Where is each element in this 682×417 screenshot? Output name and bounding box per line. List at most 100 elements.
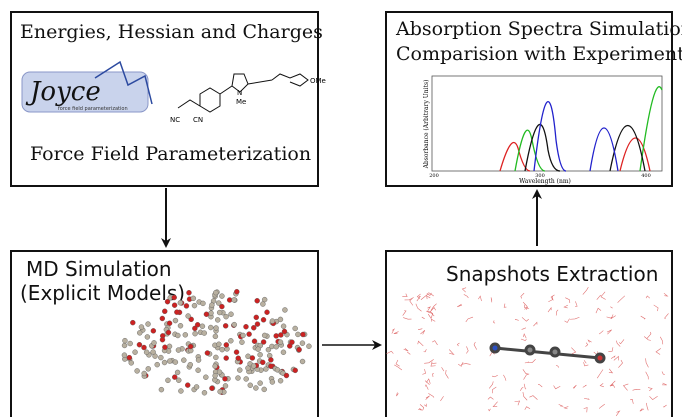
solvent-molecule	[646, 331, 652, 340]
solvent-molecule	[564, 318, 570, 323]
solvent-molecule	[445, 369, 449, 379]
solvent-molecule	[386, 350, 394, 355]
atom	[195, 357, 202, 363]
atom	[165, 329, 172, 336]
molecule-label: N	[237, 89, 242, 97]
solvent-molecule	[522, 301, 528, 310]
atom	[273, 333, 279, 339]
solvent-molecule	[426, 310, 431, 314]
atom	[190, 295, 197, 302]
solvent-molecule	[608, 368, 614, 374]
solvent-molecule	[478, 295, 482, 302]
atom	[247, 382, 253, 388]
atom	[255, 346, 261, 352]
atom	[122, 337, 128, 344]
solvent-molecule	[548, 296, 554, 302]
atom	[171, 294, 177, 301]
atom	[177, 300, 184, 306]
solvent-molecule	[608, 347, 614, 352]
atom	[223, 355, 229, 361]
panel-title: Snapshots Extraction	[446, 262, 658, 286]
solvent-molecule	[441, 367, 445, 372]
atom	[254, 298, 260, 304]
solvent-molecule	[523, 333, 527, 339]
solvent-molecule	[492, 386, 497, 394]
solvent-molecule	[432, 340, 438, 346]
solvent-molecule	[663, 404, 667, 408]
solvent-molecule	[417, 340, 424, 347]
atom	[260, 359, 266, 366]
atom	[280, 349, 287, 355]
solvent-molecule	[419, 404, 425, 411]
atom	[260, 301, 266, 307]
solvent-molecule	[427, 306, 432, 311]
atom	[260, 339, 267, 345]
solvent-molecule	[598, 330, 604, 335]
solvent-molecule	[427, 313, 434, 320]
atom	[201, 330, 207, 336]
atom	[217, 388, 223, 395]
solvent-molecule	[645, 358, 649, 368]
atom	[167, 358, 173, 364]
solvent-molecule	[661, 371, 665, 375]
molecule-label: CN	[193, 116, 203, 124]
solvent-molecule	[514, 400, 521, 406]
atom	[216, 369, 223, 375]
atom	[162, 344, 168, 350]
solvent-molecule	[422, 369, 426, 375]
solvent-molecule	[491, 375, 498, 378]
solvent-molecule	[430, 303, 437, 311]
atom	[200, 300, 206, 307]
atom	[231, 297, 237, 303]
logo-line	[94, 60, 153, 105]
atom	[171, 302, 178, 308]
solvent-molecule	[555, 365, 560, 368]
atom	[188, 316, 194, 323]
atom	[261, 332, 268, 339]
atom	[151, 340, 157, 346]
molecule-label: Me	[236, 98, 246, 106]
solvent-molecule	[430, 361, 436, 367]
atom	[208, 324, 214, 331]
atom	[145, 321, 151, 327]
solvent-molecule	[402, 293, 408, 297]
panel-caption: Force Field Parameterization	[30, 143, 311, 165]
solvent-molecule	[655, 348, 662, 355]
atom	[176, 377, 182, 383]
atom	[257, 380, 263, 386]
solvent-molecule	[503, 303, 507, 308]
solvent-molecule	[622, 383, 629, 391]
molecule-label: NC	[170, 116, 180, 124]
solvent-molecule	[555, 309, 559, 316]
solvent-molecule	[662, 382, 667, 386]
atom	[295, 331, 301, 338]
solvent-molecule	[428, 292, 434, 297]
solvent-molecule	[523, 373, 530, 380]
panel-title: Comparision with Experiments	[396, 43, 682, 65]
atom	[121, 352, 128, 358]
atom	[186, 290, 192, 296]
solvent-molecule	[488, 408, 491, 412]
atom	[144, 334, 151, 340]
atom	[228, 311, 234, 317]
atom	[175, 332, 181, 339]
atom	[253, 385, 259, 391]
solvent-molecule	[616, 340, 621, 347]
atom	[249, 355, 256, 361]
atom	[126, 354, 133, 361]
solvent-molecule	[596, 294, 602, 300]
atom	[306, 343, 312, 349]
solvent-molecule	[606, 316, 612, 319]
solvent-molecule	[424, 380, 430, 385]
solvent-molecule	[600, 291, 606, 300]
logo-background	[21, 71, 149, 113]
atom	[282, 307, 288, 313]
atom	[150, 328, 157, 334]
atom	[231, 321, 237, 328]
atom	[212, 363, 218, 369]
atom	[219, 293, 225, 299]
solvent-molecule	[425, 384, 429, 390]
atom	[283, 372, 290, 379]
atom	[172, 317, 179, 324]
atom	[250, 363, 257, 369]
